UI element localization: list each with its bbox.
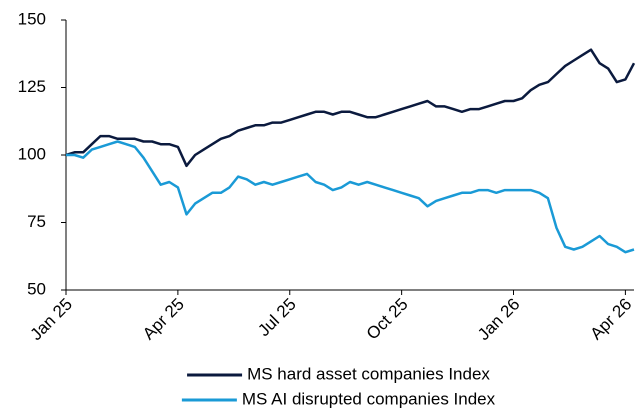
x-tick-label: Apr 26	[587, 295, 636, 344]
series-line	[66, 140, 635, 254]
x-tick-label: Jan 26	[474, 295, 524, 345]
legend-label: MS AI disrupted companies Index	[242, 389, 496, 408]
x-tick-label: Jul 25	[254, 295, 300, 341]
y-tick-label: 125	[18, 77, 46, 96]
y-tick-label: 50	[27, 279, 46, 298]
legend-label: MS hard asset companies Index	[247, 364, 490, 383]
x-tick-label: Oct 25	[363, 295, 412, 344]
series-line	[65, 48, 636, 168]
x-tick-label: Apr 25	[139, 295, 188, 344]
y-tick-label: 100	[18, 144, 46, 163]
y-tick-label: 150	[18, 9, 46, 28]
y-tick-label: 75	[27, 212, 46, 231]
x-tick-label: Jan 25	[26, 295, 76, 345]
